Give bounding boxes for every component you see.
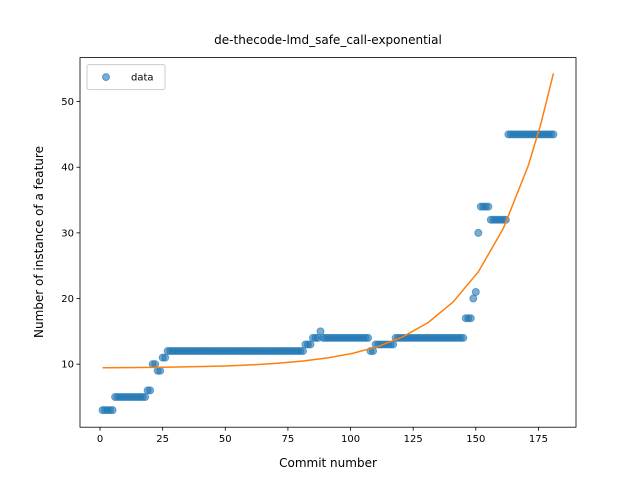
plot-frame xyxy=(79,57,577,428)
y-tick-label: 40 xyxy=(61,163,74,174)
chart-title: de-thecode-lmd_safe_call-exponential xyxy=(214,33,442,47)
fit-line xyxy=(102,73,555,369)
x-tick-label: 50 xyxy=(219,434,232,445)
data-point xyxy=(316,327,325,336)
x-tick-label: 75 xyxy=(282,434,295,445)
data-point xyxy=(108,406,117,415)
data-point xyxy=(474,228,483,237)
legend-marker xyxy=(102,73,110,82)
data-point xyxy=(298,347,307,356)
data-point xyxy=(146,386,155,395)
legend-label: data xyxy=(131,73,154,84)
data-point xyxy=(484,202,493,211)
data-point xyxy=(549,130,558,139)
x-tick-label: 100 xyxy=(341,434,360,445)
data-point xyxy=(306,340,315,349)
x-tick-label: 175 xyxy=(529,434,548,445)
y-tick-label: 30 xyxy=(61,228,74,239)
data-point xyxy=(471,287,480,296)
y-tick-label: 10 xyxy=(61,360,74,371)
data-point xyxy=(161,353,170,362)
x-tick-label: 150 xyxy=(466,434,485,445)
y-tick-label: 20 xyxy=(61,294,74,305)
x-axis-label: Commit number xyxy=(279,456,377,470)
legend: data xyxy=(86,64,166,91)
data-point xyxy=(459,333,468,342)
x-tick-label: 125 xyxy=(404,434,423,445)
data-point xyxy=(364,333,373,342)
data-point xyxy=(466,314,475,323)
legend-box xyxy=(86,64,166,91)
data-point xyxy=(141,393,150,402)
x-tick-label: 25 xyxy=(156,434,169,445)
data-point xyxy=(156,366,165,375)
y-tick-label: 50 xyxy=(61,97,74,108)
y-axis-label: Number of instance of a feature xyxy=(32,146,46,338)
x-tick-label: 0 xyxy=(97,434,103,445)
data-point xyxy=(469,294,478,303)
